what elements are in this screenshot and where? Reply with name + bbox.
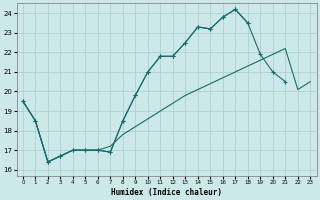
X-axis label: Humidex (Indice chaleur): Humidex (Indice chaleur) (111, 188, 222, 197)
